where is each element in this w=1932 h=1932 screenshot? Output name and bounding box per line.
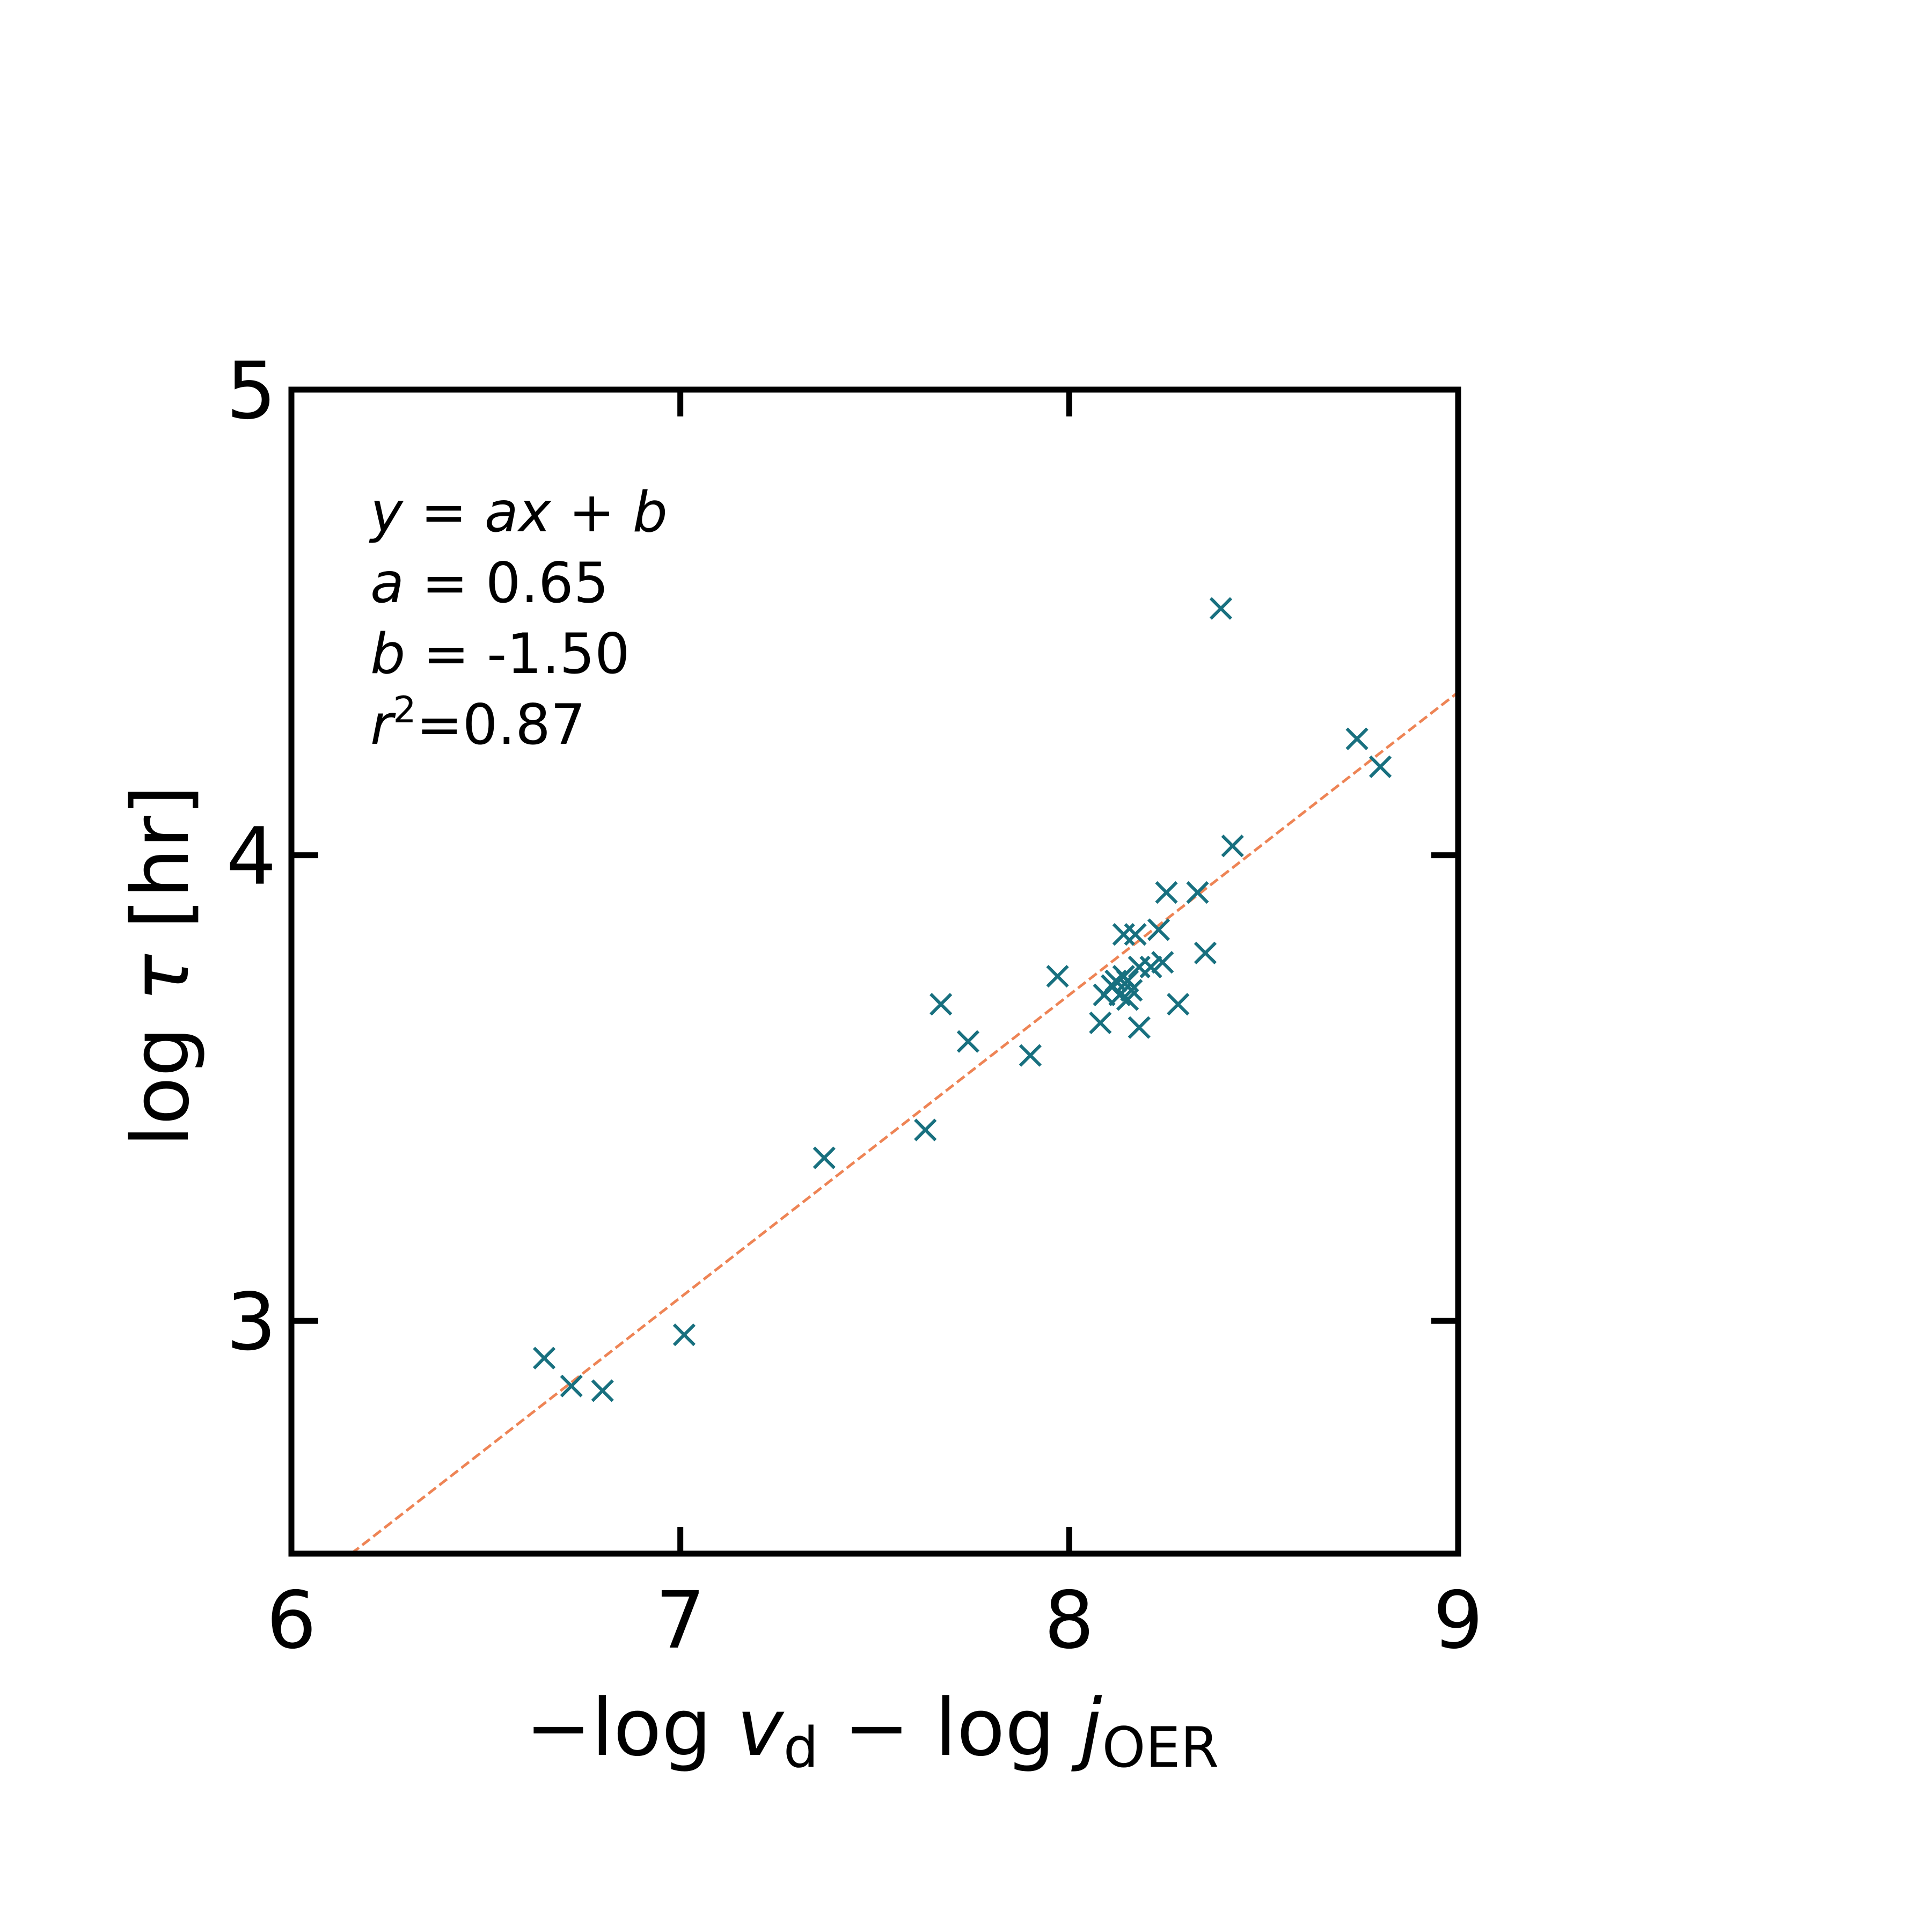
- x-tick-label: 9: [1433, 1575, 1483, 1666]
- slope-value: = 0.65: [404, 551, 609, 616]
- data-point: [532, 1346, 556, 1370]
- x-tick-labels: 6 7 8 9: [266, 1575, 1483, 1666]
- y-tick-label: 5: [226, 345, 276, 437]
- y-label-part-1: log: [115, 1001, 207, 1147]
- plot-frame: [288, 386, 1461, 1557]
- intercept-symbol: b: [370, 622, 405, 686]
- y-tick-label: 4: [226, 811, 276, 903]
- data-point: [1124, 923, 1147, 946]
- x-label-v: v: [737, 1682, 785, 1774]
- data-point: [914, 1118, 937, 1141]
- y-tick-label: 3: [226, 1276, 276, 1368]
- data-point: [1368, 755, 1392, 778]
- data-point: [1194, 941, 1217, 964]
- fit-line: [350, 691, 1459, 1555]
- r-squared-value: =0.87: [416, 693, 586, 757]
- fit-equation: y = ax + b: [369, 480, 668, 545]
- x-label-part-2: − log: [818, 1682, 1080, 1774]
- data-point: [1221, 835, 1244, 858]
- data-point: [1139, 955, 1162, 978]
- y-axis-label: log τ [hr]: [115, 785, 207, 1147]
- data-point: [1167, 993, 1190, 1016]
- fit-r-squared: r2=0.87: [370, 689, 586, 757]
- data-point: [1151, 951, 1174, 974]
- data-point: [1019, 1044, 1042, 1067]
- x-label-sub-d: d: [784, 1716, 818, 1780]
- r-symbol: r: [370, 693, 396, 757]
- x-tick-label: 6: [266, 1575, 317, 1666]
- data-point: [1186, 881, 1209, 904]
- data-point: [560, 1374, 583, 1397]
- data-point: [813, 1146, 836, 1169]
- data-points: [532, 597, 1392, 1402]
- data-point: [956, 1030, 980, 1053]
- x-axis-label: −log vd − log jOER: [525, 1682, 1219, 1780]
- slope-symbol: a: [370, 551, 404, 616]
- data-point: [1089, 1011, 1112, 1035]
- x-label-sub-oer: OER: [1102, 1716, 1219, 1780]
- x-label-part-1: −log: [525, 1682, 737, 1774]
- data-point: [672, 1323, 696, 1346]
- data-point: [1120, 979, 1143, 1002]
- data-point: [591, 1379, 614, 1402]
- data-point: [930, 993, 953, 1016]
- fit-slope: a = 0.65: [370, 551, 609, 616]
- y-tick-labels: 3 4 5: [226, 345, 276, 1368]
- r-superscript: 2: [393, 689, 416, 731]
- x-tick-label: 8: [1044, 1575, 1095, 1666]
- y-label-tau: τ: [115, 953, 207, 1001]
- data-point: [1209, 597, 1233, 620]
- x-tick-label: 7: [655, 1575, 706, 1666]
- data-point: [1147, 918, 1170, 941]
- y-label-part-2: [hr]: [115, 785, 207, 954]
- data-point: [1155, 881, 1178, 904]
- intercept-value: = -1.50: [405, 622, 630, 686]
- fit-intercept: b = -1.50: [370, 622, 630, 686]
- data-point: [1046, 965, 1069, 988]
- data-point: [1128, 1016, 1151, 1039]
- data-point: [1345, 727, 1368, 750]
